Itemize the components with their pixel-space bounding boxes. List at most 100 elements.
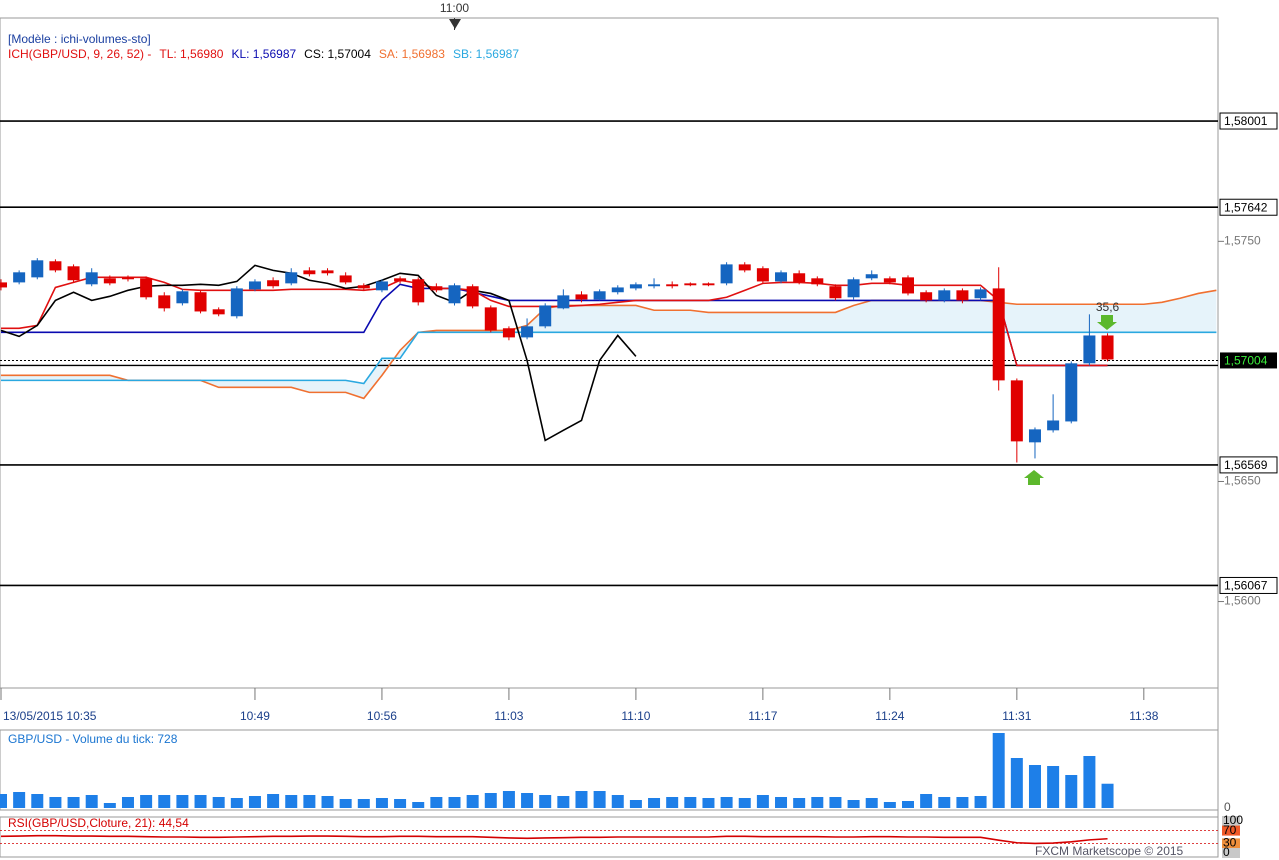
volume-bar xyxy=(339,799,352,808)
volume-bar xyxy=(375,798,388,808)
candle-body xyxy=(321,270,334,274)
volume-bar xyxy=(974,796,987,808)
indicator-header: [Modèle : ichi-volumes-sto] ICH(GBP/USD,… xyxy=(8,32,527,62)
candle-body xyxy=(738,264,751,271)
candle-body xyxy=(702,283,715,286)
volume-bar xyxy=(285,795,298,808)
volume-bar xyxy=(539,795,552,808)
indicator-line xyxy=(1,283,1108,367)
candle-body xyxy=(811,278,824,285)
candle-body xyxy=(339,275,352,283)
volume-bar xyxy=(230,798,243,808)
candle-body xyxy=(357,285,370,289)
volume-bar xyxy=(629,800,642,808)
volume-bar xyxy=(412,802,425,808)
up-arrow-icon xyxy=(1024,470,1044,485)
rsi-tick-label: 100 xyxy=(1223,813,1243,827)
x-tick-label: 11:31 xyxy=(1002,709,1031,723)
x-tick-label: 13/05/2015 10:35 xyxy=(3,709,97,723)
candle-body xyxy=(557,295,570,309)
indicator-value: SA: 1,56983 xyxy=(378,47,445,61)
candle-body xyxy=(502,328,515,338)
volume-bar xyxy=(103,803,116,808)
volume-bar xyxy=(1101,783,1114,808)
rsi-line xyxy=(0,834,1108,845)
candle-body xyxy=(466,286,479,307)
candle-body xyxy=(31,260,44,278)
candle-body xyxy=(484,307,497,331)
y-tick-label: 1,5600 xyxy=(1224,594,1261,608)
rsi-title: RSI(GBP/USD,Cloture, 21): 44,54 xyxy=(8,816,189,830)
candle-body xyxy=(85,272,98,285)
volume-bar xyxy=(13,792,26,808)
top-time-label: 11:00 xyxy=(440,1,469,15)
volume-bar xyxy=(684,797,697,808)
volume-bar xyxy=(394,799,407,808)
candle-body xyxy=(1028,429,1041,443)
volume-bar xyxy=(738,798,751,808)
candle-body xyxy=(230,288,243,317)
candle-body xyxy=(448,285,461,304)
indicator-value: KL: 1,56987 xyxy=(231,47,297,61)
volume-bar xyxy=(521,793,534,808)
indicator-line xyxy=(1,276,1108,367)
candle-body xyxy=(593,291,606,300)
template-label: [Modèle : ichi-volumes-sto] xyxy=(8,32,151,46)
candle-body xyxy=(1047,420,1060,431)
volume-bar xyxy=(267,794,280,808)
volume-bar xyxy=(593,791,606,808)
volume-bar xyxy=(484,793,497,808)
indicator-value: CS: 1,57004 xyxy=(304,47,371,61)
candle-body xyxy=(938,290,951,301)
candle-body xyxy=(974,289,987,299)
level-label: 1,57642 xyxy=(1224,200,1268,214)
volume-bar xyxy=(0,794,7,808)
candle-body xyxy=(176,291,189,304)
candle-body xyxy=(539,305,552,327)
candle-body xyxy=(121,277,134,280)
rsi-tick-box xyxy=(1222,825,1240,836)
candle-body xyxy=(194,292,207,312)
volume-bar xyxy=(883,802,896,808)
volume-bar xyxy=(575,791,588,808)
candle-body xyxy=(902,277,914,294)
volume-bar xyxy=(85,795,98,808)
volume-bar xyxy=(1065,775,1078,808)
x-tick-label: 10:56 xyxy=(367,709,397,723)
volume-bar xyxy=(557,796,570,808)
down-arrow-icon xyxy=(1097,315,1117,330)
volume-bar xyxy=(648,798,661,808)
volume-bar xyxy=(194,795,207,808)
volume-bar xyxy=(920,794,933,808)
candle-body xyxy=(140,278,153,298)
candle-body xyxy=(629,284,642,289)
volume-bar xyxy=(1028,765,1041,808)
candle-body xyxy=(775,272,788,282)
volume-bar xyxy=(430,797,443,808)
candle-body xyxy=(720,264,733,284)
rsi-tick-label: 70 xyxy=(1223,823,1237,837)
level-label: 1,56569 xyxy=(1224,458,1268,472)
rsi-tick-box xyxy=(1222,848,1240,858)
volume-bar xyxy=(720,797,733,808)
candle-body xyxy=(303,270,316,275)
level-label-box xyxy=(1219,112,1278,130)
level-label: 1,58001 xyxy=(1224,114,1268,128)
candle-body xyxy=(212,309,225,315)
candle-body xyxy=(756,268,769,282)
volume-bar xyxy=(357,799,370,808)
main-plot xyxy=(0,120,1218,587)
indicator-line xyxy=(1,331,1217,385)
rsi-tick-box xyxy=(1222,838,1240,849)
candle-body xyxy=(865,274,878,279)
indicator-line xyxy=(0,264,637,442)
volume-bar xyxy=(502,791,515,808)
volume-bar xyxy=(176,795,189,808)
candle-body xyxy=(267,280,280,287)
candle-body xyxy=(49,261,62,271)
volume-bar xyxy=(140,795,153,808)
candle-body xyxy=(285,272,298,284)
